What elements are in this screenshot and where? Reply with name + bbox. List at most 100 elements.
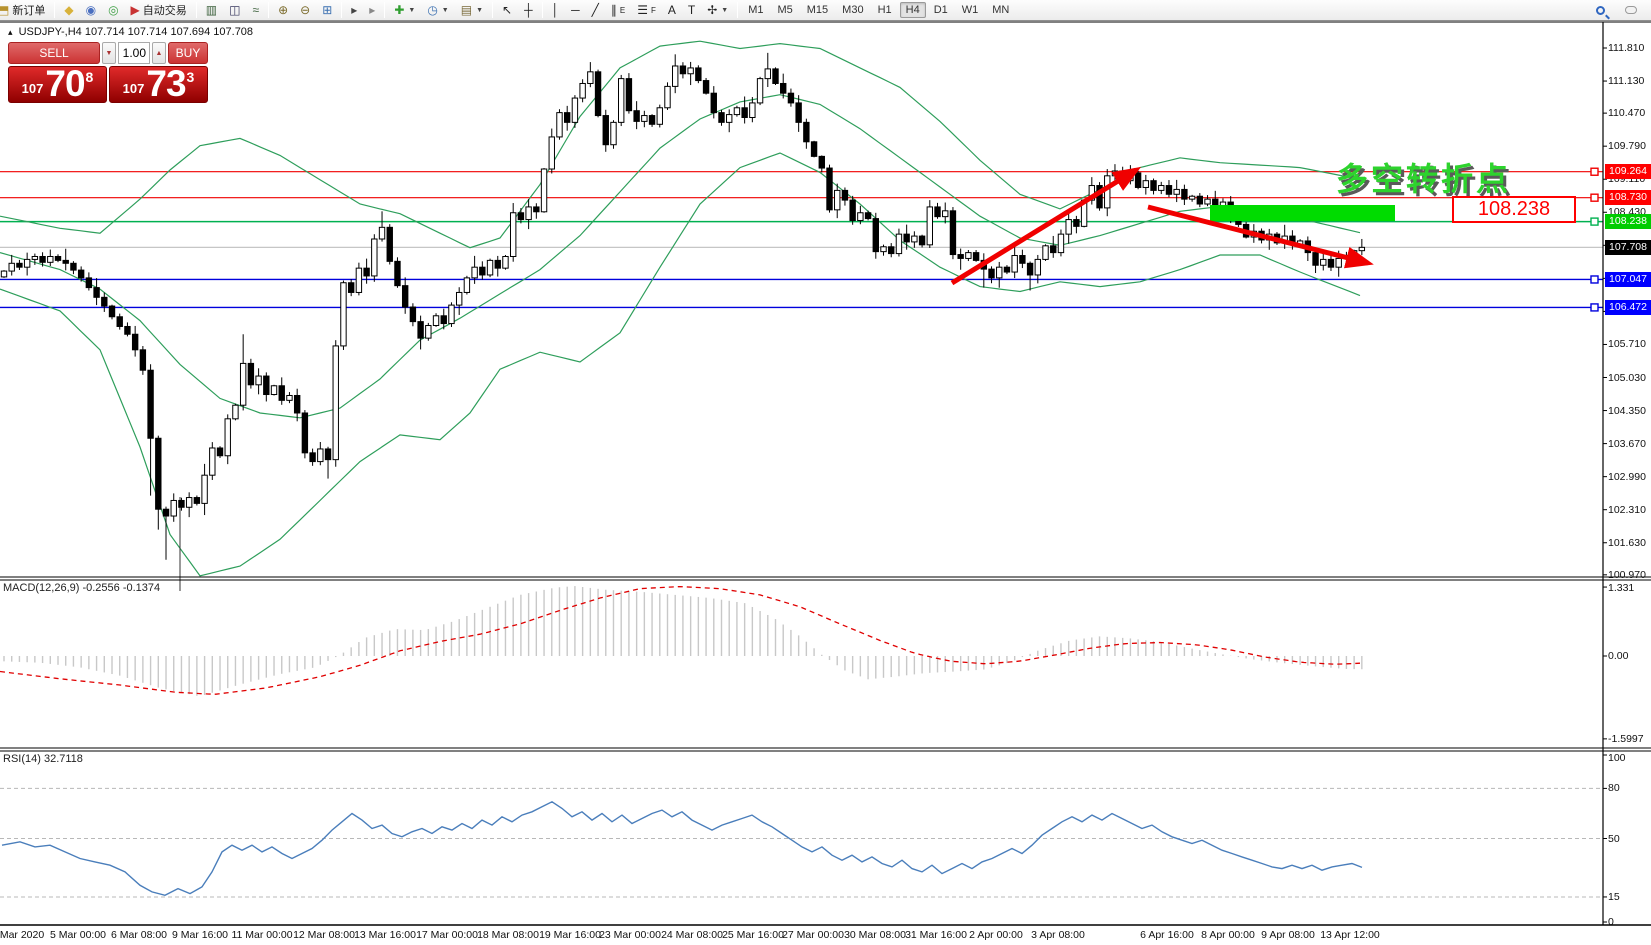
candle-body: [62, 259, 69, 264]
templates-button[interactable]: ▤ ▼: [456, 1, 488, 19]
candle-body: [371, 238, 378, 277]
candle-body: [1003, 266, 1011, 273]
zoom-out-icon: ⊖: [300, 3, 311, 17]
bid-price-panel[interactable]: 107 70 8: [8, 65, 107, 103]
symbol-search-button[interactable]: [1591, 1, 1610, 19]
cursor-button[interactable]: ↖: [497, 1, 517, 19]
candle-body: [401, 285, 409, 308]
channel-icon: ∥: [610, 3, 617, 17]
zoom-in-button[interactable]: ⊕: [273, 1, 293, 19]
timeframe-m5[interactable]: M5: [777, 4, 793, 16]
timeframe-m30[interactable]: M30: [842, 4, 864, 16]
timeframe-w1[interactable]: W1: [961, 4, 979, 16]
search-icon: [1596, 5, 1605, 15]
bar-chart-button[interactable]: ▥: [201, 1, 222, 19]
new-order-button[interactable]: ⬒ 新订单: [0, 1, 50, 19]
candle-body: [895, 233, 903, 255]
candle-body: [517, 212, 525, 221]
ask-price-panel[interactable]: 107 73 3: [109, 65, 208, 103]
toolbar-separator: [195, 2, 197, 18]
candle-body: [224, 418, 231, 457]
candle-body: [455, 291, 463, 306]
bollinger-lower-band: [0, 152, 1361, 577]
candle-body: [571, 97, 579, 123]
signals-button[interactable]: ◎: [103, 1, 123, 19]
candle-body: [70, 262, 77, 271]
volume-increase-button[interactable]: ▲: [152, 42, 166, 64]
candle-body: [540, 168, 548, 213]
timeframe-m1[interactable]: M1: [748, 4, 764, 16]
candle-body: [787, 92, 795, 104]
vertical-line-button[interactable]: │: [547, 1, 565, 19]
toolbar-separator: [492, 2, 494, 18]
tile-windows-button[interactable]: ⊞: [317, 1, 337, 19]
fibonacci-button[interactable]: ☰ F: [632, 1, 661, 19]
candle-body: [31, 255, 39, 260]
candle-body: [687, 67, 694, 75]
macd-signal-line: [0, 585, 1361, 695]
channel-button[interactable]: ∥ E: [606, 1, 630, 19]
candle-body: [502, 255, 509, 269]
volume-decrease-button[interactable]: ▼: [102, 42, 116, 64]
candle-body: [263, 375, 270, 396]
volume-input[interactable]: 1.00: [118, 42, 150, 64]
candle-body: [679, 65, 687, 75]
candle-body: [101, 296, 108, 307]
auto-scroll-button[interactable]: ▸: [346, 1, 362, 19]
sell-button[interactable]: SELL: [8, 42, 100, 64]
line-anchor-handle: [1590, 275, 1599, 284]
timeframe-mn[interactable]: MN: [992, 4, 1010, 16]
candle-body: [270, 385, 278, 396]
crosshair-button[interactable]: ┼: [519, 1, 538, 19]
candle-body: [563, 112, 571, 123]
candle-body: [988, 268, 995, 279]
candle-body: [1158, 185, 1165, 191]
auto-scroll-icon: ▸: [351, 3, 358, 17]
candle-body: [440, 315, 447, 325]
candle-body: [363, 267, 370, 277]
chart-shift-icon: ▸: [369, 3, 376, 17]
crosshair-icon: ┼: [524, 3, 533, 17]
candle-body: [702, 80, 710, 94]
candle-body: [216, 447, 224, 457]
timeframe-m15[interactable]: M15: [806, 4, 829, 16]
candle-body: [741, 107, 748, 118]
line-chart-button[interactable]: ≈: [247, 1, 264, 19]
candle-body: [525, 206, 532, 221]
shapes-button[interactable]: ✢ ▼: [702, 1, 733, 19]
candle-body: [85, 277, 93, 289]
publish-button[interactable]: ◉: [81, 1, 101, 19]
bollinger-middle-band: [0, 94, 1361, 419]
candle-body: [656, 107, 663, 125]
trendline-button[interactable]: ╱: [587, 1, 604, 19]
zoom-out-button[interactable]: ⊖: [295, 1, 315, 19]
candle-body: [641, 115, 648, 122]
candle-body: [764, 68, 771, 80]
horizontal-line-button[interactable]: ─: [566, 1, 585, 19]
autotrade-button[interactable]: ▶ 自动交易: [126, 1, 192, 19]
candle-body: [1350, 250, 1358, 257]
candle-body: [672, 65, 679, 87]
timeframe-d1[interactable]: D1: [933, 4, 948, 16]
chevron-down-icon: ▼: [408, 6, 416, 14]
text-label-button[interactable]: T: [683, 1, 700, 19]
line-anchor-handle: [1590, 167, 1599, 176]
timeframe-h4[interactable]: H4: [899, 2, 926, 18]
text-button[interactable]: A: [663, 1, 681, 19]
candle-body: [39, 255, 46, 263]
chat-button[interactable]: [1620, 1, 1642, 19]
candle-body: [77, 269, 85, 279]
timeframe-h1[interactable]: H1: [877, 4, 892, 16]
line-anchor-handle: [1590, 193, 1599, 202]
candle-body: [162, 508, 170, 517]
highlight-button[interactable]: ◆: [59, 1, 78, 19]
candle-body: [170, 499, 177, 517]
candlestick-button[interactable]: ◫: [224, 1, 245, 19]
candle-body: [726, 114, 733, 123]
chart-shift-button[interactable]: ▸: [364, 1, 380, 19]
candle-body: [556, 112, 563, 138]
buy-button[interactable]: BUY: [168, 42, 208, 64]
periods-button[interactable]: ◷ ▼: [422, 1, 453, 19]
indicators-button[interactable]: ✚ ▼: [389, 1, 420, 19]
